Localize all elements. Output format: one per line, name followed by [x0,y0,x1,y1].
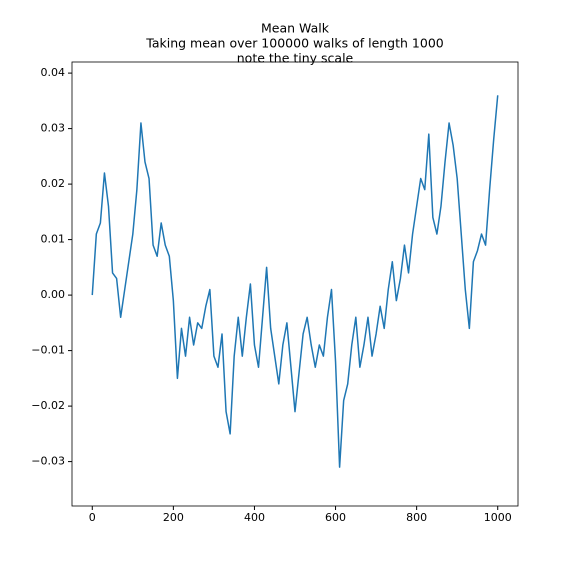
x-tick-label: 1000 [484,511,512,524]
y-tick-label: 0.03 [41,122,66,135]
y-tick-label: 0.02 [41,177,66,190]
y-tick-label: 0.00 [41,288,66,301]
chart-title: Mean Walk [261,21,330,36]
axes-frame [71,61,519,507]
chart-subtitle: note the tiny scale [237,51,354,66]
x-tick-label: 800 [406,511,427,524]
x-tick-label: 200 [163,511,184,524]
y-tick-label: −0.03 [31,455,65,468]
x-tick-label: 0 [89,511,96,524]
x-tick-label: 400 [244,511,265,524]
y-tick-label: −0.02 [31,399,65,412]
y-tick-label: 0.01 [41,233,66,246]
y-tick-label: 0.04 [41,66,66,79]
chart-subtitle: Taking mean over 100000 walks of length … [145,36,444,51]
y-tick-label: −0.01 [31,344,65,357]
x-tick-label: 600 [325,511,346,524]
data-line [91,95,499,468]
